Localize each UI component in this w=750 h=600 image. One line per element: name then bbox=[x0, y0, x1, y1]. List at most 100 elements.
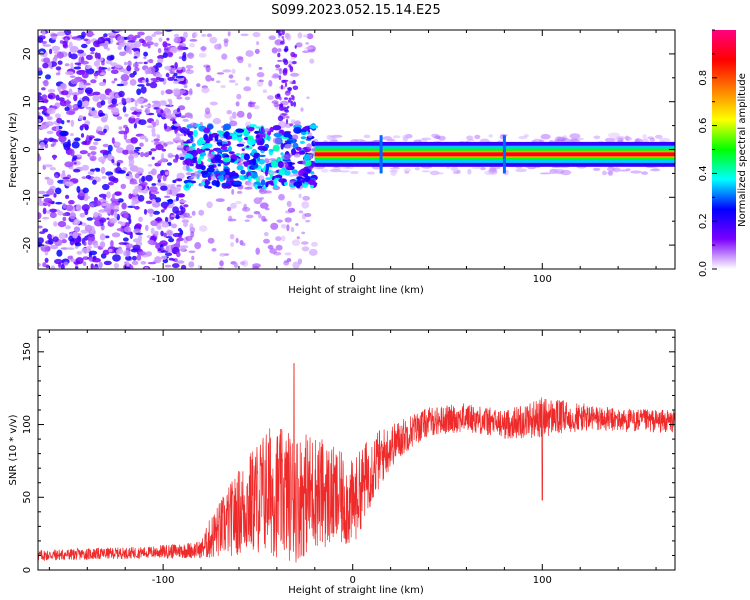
colorbar-tick-label: 0.2 bbox=[698, 213, 709, 229]
heatmap-cell bbox=[43, 57, 51, 64]
heatmap-cell bbox=[125, 144, 135, 152]
heatmap-cell bbox=[144, 104, 152, 108]
heatmap-cell bbox=[125, 266, 131, 269]
heatmap-cell bbox=[272, 125, 282, 131]
heatmap-cell bbox=[46, 107, 56, 115]
heatmap-cell bbox=[164, 216, 169, 223]
heatmap-cell bbox=[221, 53, 228, 60]
heatmap-cell bbox=[62, 141, 72, 148]
heatmap-cell bbox=[136, 88, 142, 96]
figure-title: S099.2023.052.15.14.E25 bbox=[271, 3, 440, 18]
heatmap-cell bbox=[242, 161, 250, 165]
heatmap-cell bbox=[602, 170, 607, 176]
heatmap-cell bbox=[153, 42, 159, 47]
heatmap-cell bbox=[154, 218, 162, 222]
heatmap-cell bbox=[265, 181, 274, 185]
heatmap-cell bbox=[297, 32, 303, 39]
heatmap-cell bbox=[224, 131, 230, 139]
heatmap-cell bbox=[98, 156, 106, 163]
heatmap-cell bbox=[431, 133, 438, 138]
heatmap-cell bbox=[41, 40, 48, 44]
heatmap-cell bbox=[81, 31, 86, 38]
heatmap-cell bbox=[286, 200, 292, 207]
heatmap-cell bbox=[70, 149, 75, 157]
heatmap-cell bbox=[159, 101, 167, 106]
heatmap-cell bbox=[184, 153, 194, 161]
heatmap-cell bbox=[247, 126, 255, 132]
heatmap-cell bbox=[110, 209, 114, 216]
heatmap-cell bbox=[539, 172, 552, 175]
heatmap-cell bbox=[255, 126, 261, 129]
heatmap-cell bbox=[281, 84, 283, 90]
heatmap-cell bbox=[290, 187, 296, 190]
heatmap-cell bbox=[284, 97, 288, 100]
heatmap-cell bbox=[62, 177, 70, 180]
heatmap-cell bbox=[70, 78, 79, 85]
heatmap-cell bbox=[59, 130, 68, 137]
heatmap-cell bbox=[124, 226, 131, 233]
heatmap-cell bbox=[267, 95, 274, 100]
heatmap-cell bbox=[81, 123, 88, 128]
heatmap-cell bbox=[150, 148, 157, 152]
heatmap-cell bbox=[258, 67, 263, 70]
heatmap-cell bbox=[290, 226, 295, 233]
heatmap-cell bbox=[172, 88, 181, 96]
heatmap-cell bbox=[90, 109, 98, 116]
heatmap-cell bbox=[108, 104, 117, 108]
heatmap-cell bbox=[268, 35, 276, 40]
heatmap-cell bbox=[249, 124, 257, 128]
heatmap-cell bbox=[162, 52, 169, 58]
heatmap-cell bbox=[269, 248, 277, 254]
heatmap-cell bbox=[133, 62, 139, 68]
heatmap-cell bbox=[293, 152, 301, 158]
heatmap-cell bbox=[41, 30, 46, 37]
heatmap-cell bbox=[145, 77, 149, 83]
heatmap-cell bbox=[151, 198, 156, 204]
heatmap-cell bbox=[167, 198, 174, 205]
x-tick-label: 0 bbox=[350, 575, 356, 586]
heatmap-cell bbox=[184, 158, 194, 166]
heatmap-cell bbox=[123, 213, 129, 219]
heatmap-cell bbox=[154, 230, 159, 237]
heatmap-cell bbox=[38, 263, 41, 267]
heatmap-cell bbox=[296, 236, 300, 240]
heatmap-cell bbox=[178, 228, 182, 232]
heatmap-cell bbox=[107, 153, 113, 161]
heatmap-cell bbox=[118, 170, 126, 174]
heatmap-cell bbox=[402, 134, 411, 140]
heatmap-cell bbox=[65, 71, 74, 76]
heatmap-cell bbox=[173, 158, 179, 163]
heatmap-cell bbox=[247, 175, 252, 182]
heatmap-cell bbox=[253, 152, 259, 159]
heatmap-cell bbox=[111, 193, 115, 201]
heatmap-cell bbox=[49, 167, 56, 171]
heatmap-cell bbox=[44, 257, 49, 263]
heatmap-cell bbox=[78, 81, 85, 89]
heatmap-cell bbox=[612, 137, 622, 141]
heatmap-cell bbox=[125, 243, 134, 249]
heatmap-cell bbox=[82, 116, 87, 121]
heatmap-cell bbox=[38, 153, 41, 161]
heatmap-cell bbox=[178, 81, 187, 85]
heatmap-cell bbox=[146, 235, 152, 238]
heatmap-cell bbox=[132, 244, 141, 251]
heatmap-cell bbox=[165, 72, 170, 78]
heatmap-cell bbox=[110, 62, 118, 67]
heatmap-cell bbox=[74, 62, 82, 65]
heatmap-cell bbox=[197, 164, 204, 168]
heatmap-cell bbox=[53, 193, 57, 198]
heatmap-cell bbox=[228, 79, 236, 83]
heatmap-cell bbox=[181, 264, 187, 269]
heatmap-cell bbox=[272, 137, 282, 145]
heatmap-cell bbox=[125, 255, 132, 261]
heatmap-cell bbox=[139, 142, 144, 147]
heatmap-cell bbox=[157, 48, 162, 54]
heatmap-cell bbox=[65, 194, 70, 199]
heatmap-cell bbox=[135, 232, 144, 235]
heatmap-cell bbox=[138, 251, 147, 256]
heatmap-cell bbox=[140, 105, 144, 109]
heatmap-cell bbox=[63, 261, 69, 266]
heatmap-cell bbox=[560, 169, 572, 176]
heatmap-cell bbox=[310, 171, 315, 175]
